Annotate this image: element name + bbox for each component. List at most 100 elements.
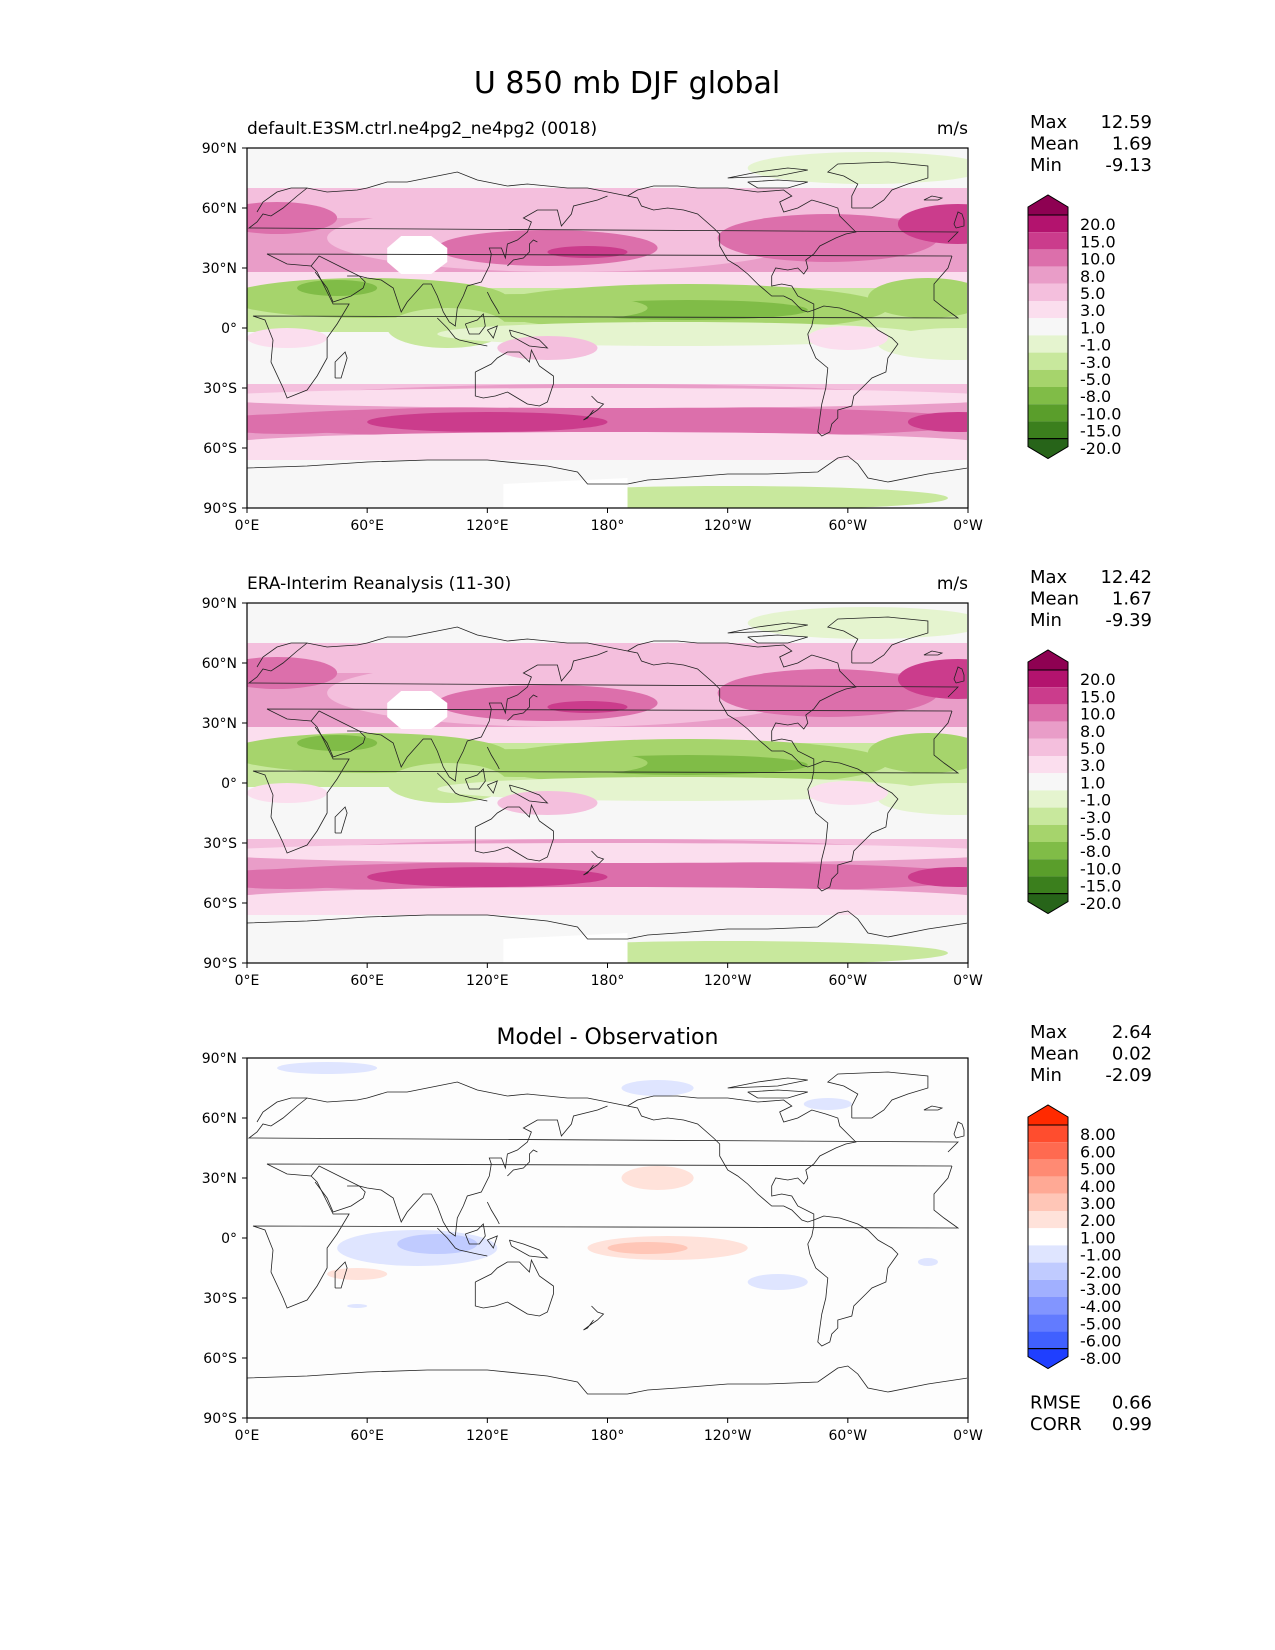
colorbar-segment: [1028, 318, 1068, 336]
colorbar-extend-top: [1027, 649, 1069, 671]
colorbar-label: 5.0: [1080, 739, 1105, 758]
diff-contour: [607, 1242, 688, 1254]
missing-data-region: [387, 236, 448, 274]
stat-value: 1.69: [1112, 134, 1152, 155]
colorbar-label: -10.0: [1080, 404, 1121, 423]
colorbar-extend-bottom: [1027, 1348, 1069, 1370]
colorbar-segment: [1028, 1262, 1068, 1280]
coastline: [747, 634, 808, 644]
lat-tick-label: 60°N: [202, 1111, 237, 1127]
colorbar-segment: [1028, 790, 1068, 808]
lat-tick-label: 0°: [221, 1231, 237, 1247]
stat-value: 0.66: [1112, 1393, 1152, 1414]
coastline: [334, 806, 348, 834]
coastline: [507, 239, 538, 267]
lat-tick-label: 30°S: [203, 836, 237, 852]
stat-value: 12.42: [1100, 567, 1152, 588]
field-contour: [807, 326, 888, 350]
field-contour: [747, 152, 967, 184]
field-contour: [247, 843, 967, 863]
field-contour: [667, 811, 828, 835]
colorbar-segment: [1028, 1331, 1068, 1349]
colorbar-extend-top: [1027, 194, 1069, 216]
colorbar-segment: [1028, 738, 1068, 756]
colorbar-label: 15.0: [1080, 687, 1116, 706]
coastline: [507, 694, 538, 722]
panel-obs: 90°N 60°N 30°N 0° 30°S 60°S 90°S0°E 60°E 120°E 18…: [202, 567, 1152, 989]
coastline: [252, 1163, 960, 1309]
missing-data-region: [387, 691, 448, 729]
coastline: [727, 1077, 808, 1089]
colorbar-segment: [1028, 859, 1068, 877]
colorbar-label: -1.00: [1080, 1246, 1121, 1265]
colorbar-segment: [1028, 1228, 1068, 1246]
coastline: [826, 1071, 929, 1119]
coastline: [507, 1149, 538, 1177]
colorbar-label: 6.00: [1080, 1142, 1116, 1161]
colorbar-label: 10.0: [1080, 705, 1116, 724]
lat-tick-label: 90°S: [203, 956, 237, 972]
lat-tick-label: 90°N: [202, 596, 237, 612]
coastline: [314, 271, 366, 303]
coastline: [583, 395, 605, 421]
panel-title: ERA-Interim Reanalysis (11-30): [247, 574, 511, 594]
lon-tick-label: 120°E: [466, 1428, 509, 1444]
coastline: [247, 455, 967, 485]
lat-tick-label: 60°N: [202, 201, 237, 217]
coastline: [314, 1181, 366, 1213]
lon-tick-label: 60°E: [350, 973, 384, 989]
colorbar-extend-top: [1027, 1104, 1069, 1126]
lon-tick-label: 0°E: [235, 518, 260, 534]
field-contour: [437, 230, 658, 266]
missing-data-region: [503, 478, 628, 508]
field-contour: [247, 869, 368, 889]
stat-label: Max: [1030, 1022, 1068, 1043]
coastline: [437, 1227, 488, 1257]
coastline: [509, 329, 549, 349]
colorbar-label: -15.0: [1080, 422, 1121, 441]
colorbar-segment: [1028, 266, 1068, 284]
lat-tick-label: 60°S: [203, 1351, 237, 1367]
field-contour: [867, 733, 967, 773]
field-contour: [907, 412, 967, 432]
colorbar-segment: [1028, 842, 1068, 860]
coastline: [923, 195, 944, 201]
field-contour: [897, 659, 967, 699]
field-contour: [867, 278, 967, 318]
lat-tick-label: 60°S: [203, 441, 237, 457]
colorbar-segment: [1028, 721, 1068, 739]
stat-value: 0.02: [1112, 1044, 1152, 1065]
coastline: [486, 291, 500, 315]
field-contour: [247, 414, 368, 434]
stat-label: Mean: [1030, 589, 1079, 610]
stat-value: -9.13: [1105, 155, 1152, 176]
lat-tick-label: 30°S: [203, 1291, 237, 1307]
colorbar-label: 3.0: [1080, 301, 1105, 320]
coastline: [464, 313, 486, 335]
panel-diff: 90°N 60°N 30°N 0° 30°S 60°S 90°S0°E 60°E 120°E 18…: [202, 1022, 1152, 1444]
coastline: [727, 622, 808, 634]
colorbar-label: 8.00: [1080, 1125, 1116, 1144]
colorbar-label: 8.0: [1080, 267, 1105, 286]
colorbar: 20.015.010.08.05.03.01.0-1.0-3.0-5.0-8.0…: [1027, 194, 1121, 460]
colorbar: 20.015.010.08.05.03.01.0-1.0-3.0-5.0-8.0…: [1027, 649, 1121, 915]
lat-tick-label: 30°N: [202, 1171, 237, 1187]
colorbar-segment: [1028, 1279, 1068, 1297]
stat-label: Mean: [1030, 134, 1079, 155]
field-contour: [897, 204, 967, 244]
colorbar-label: 3.00: [1080, 1194, 1116, 1213]
field-contour: [877, 783, 967, 815]
colorbar-segment: [1028, 369, 1068, 387]
coastline: [923, 650, 944, 656]
field-contour: [547, 246, 628, 258]
colorbar-extend-bottom: [1027, 893, 1069, 915]
diff-contour: [621, 1166, 694, 1190]
colorbar-label: -8.00: [1080, 1349, 1121, 1368]
lat-tick-label: 60°S: [203, 896, 237, 912]
stat-label: Mean: [1030, 1044, 1079, 1065]
colorbar-label: 4.00: [1080, 1177, 1116, 1196]
coastline: [334, 1261, 348, 1289]
stat-label: Min: [1030, 1065, 1062, 1086]
coastline: [247, 1081, 959, 1153]
